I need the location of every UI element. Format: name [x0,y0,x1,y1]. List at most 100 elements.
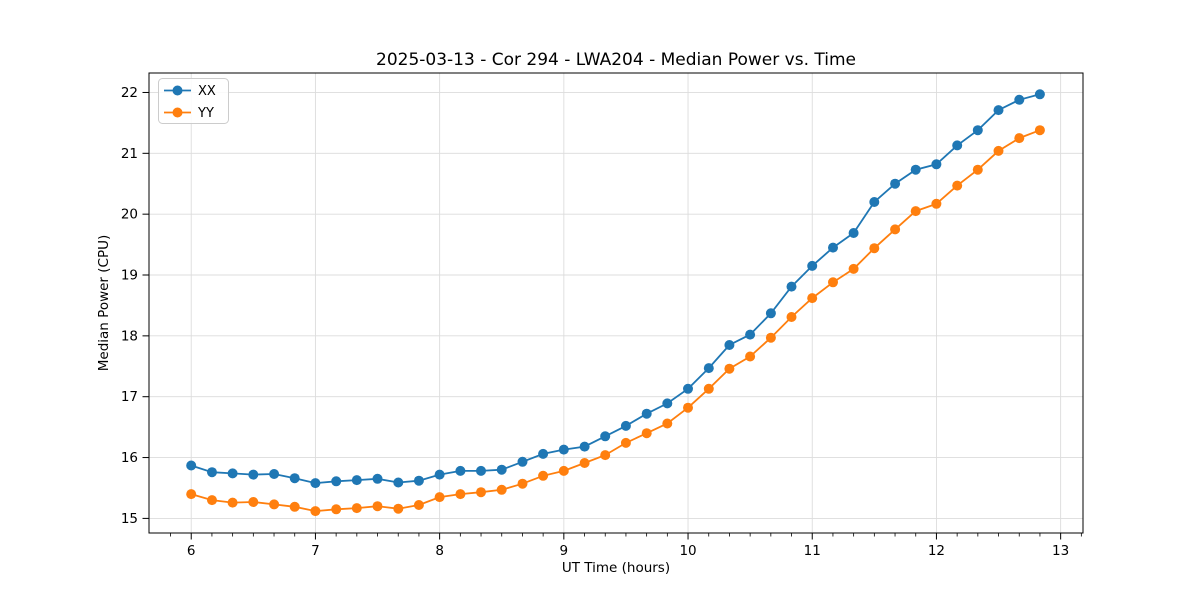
y-tick-label: 19 [121,268,138,284]
data-point-xx [372,473,383,484]
data-point-yy [910,206,921,217]
data-point-xx [434,469,445,480]
data-point-xx [600,431,611,442]
data-point-yy [1014,133,1025,144]
data-point-yy [931,198,942,209]
data-point-xx [931,159,942,170]
legend-label-yy: YY [197,106,214,121]
data-point-yy [434,492,445,503]
data-point-yy [1034,125,1045,136]
data-point-yy [620,437,631,448]
data-point-yy [496,484,507,495]
data-point-yy [186,489,197,500]
legend: XX YY [158,78,229,124]
data-point-xx [703,363,714,374]
data-point-yy [993,145,1004,156]
data-point-xx [869,197,880,207]
data-point-yy [558,465,569,476]
y-tick-label: 17 [121,389,138,405]
data-point-yy [848,263,859,274]
data-point-xx [558,444,569,455]
data-point-xx [1034,89,1045,100]
x-tick-label: 8 [435,543,444,559]
data-point-xx [745,329,756,340]
data-point-xx [662,398,673,409]
y-tick-label: 16 [121,450,138,466]
x-axis-label: UT Time (hours) [562,560,670,576]
data-point-xx [186,460,197,471]
data-point-xx [227,468,238,479]
data-point-xx [413,475,424,486]
legend-entry-yy: YY [164,106,214,121]
data-point-yy [745,351,756,362]
data-point-xx [993,105,1004,116]
data-point-yy [890,224,901,235]
series-layer [186,89,1045,517]
data-point-xx [455,465,466,476]
axes-border [148,72,1084,534]
data-point-yy [600,450,611,461]
x-tick-label: 10 [679,543,696,559]
data-point-xx [476,465,486,476]
axis-ticks: 6 7 8 9 10 11 12 13 15 16 17 18 19 20 21 22 [121,85,1082,559]
data-point-yy [269,499,280,510]
y-tick-label: 21 [121,146,138,162]
legend-entry-xx: XX [164,84,216,99]
data-point-xx [786,281,797,292]
series-line-xx [190,93,1041,485]
legend-label-xx: XX [198,84,216,99]
data-point-yy [413,500,424,510]
x-tick-label: 6 [187,543,196,559]
data-point-xx [890,178,901,189]
data-point-yy [972,164,983,175]
legend-box [158,78,229,124]
data-point-yy [351,503,362,514]
data-point-yy [331,504,342,515]
data-point-yy [538,470,549,481]
y-tick-label: 18 [121,328,138,344]
data-point-xx [807,260,818,271]
x-tick-label: 11 [804,543,821,559]
data-point-yy [641,428,652,439]
series-line-yy [190,129,1041,513]
data-point-xx [393,477,404,488]
y-tick-label: 20 [121,207,138,223]
data-point-yy [310,506,321,517]
data-point-yy [952,180,963,191]
data-point-yy [786,312,797,322]
data-point-xx [828,242,838,253]
data-point-yy [807,293,818,304]
data-point-yy [724,363,735,374]
x-tick-label: 12 [928,543,945,559]
data-point-yy [289,501,300,512]
data-point-yy [869,243,880,254]
data-point-xx [641,408,652,419]
chart-title: 2025-03-13 - Cor 294 - LWA204 - Median P… [376,50,856,70]
x-tick-label: 9 [560,543,569,559]
data-point-xx [620,420,631,431]
x-tick-label: 13 [1052,543,1069,559]
data-point-yy [227,497,238,508]
data-point-yy [207,495,217,506]
data-point-xx [910,164,921,175]
data-point-yy [828,277,838,288]
y-axis-label: Median Power (CPU) [96,235,112,371]
data-point-xx [310,478,321,489]
y-tick-label: 15 [121,511,138,527]
legend-marker-xx [172,85,183,96]
data-point-yy [372,501,383,512]
legend-marker-yy [172,107,183,118]
data-point-xx [496,464,507,475]
data-point-yy [476,487,486,498]
data-point-xx [207,467,217,478]
data-point-yy [683,402,693,413]
data-point-xx [683,383,693,394]
data-point-xx [952,140,963,151]
grid-lines [149,73,1083,533]
data-point-xx [248,469,259,480]
data-point-yy [248,497,259,507]
data-point-xx [765,308,776,319]
data-point-yy [703,383,714,394]
